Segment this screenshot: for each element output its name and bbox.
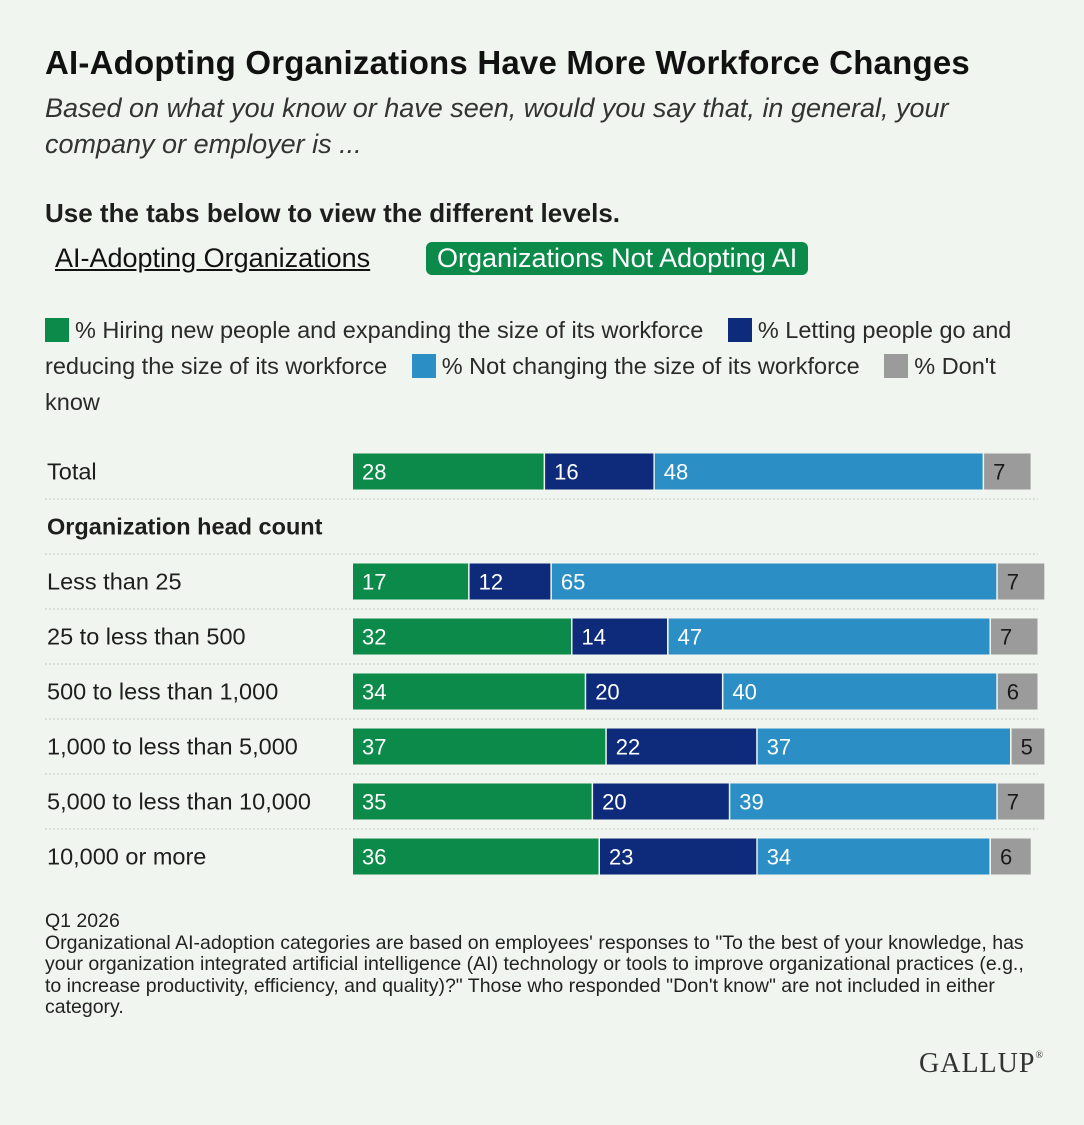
data-label-hiring: 17: [362, 570, 386, 595]
bar-segment-not_changing: [730, 783, 997, 820]
legend-swatch-hiring: [45, 318, 69, 342]
bar-segment-dont_know: [997, 673, 1038, 710]
bar-segment-letting_go: [593, 783, 729, 820]
data-label-dont_know: 7: [993, 460, 1005, 485]
data-label-not_changing: 47: [678, 625, 702, 650]
gallup-logo: GALLUP®: [919, 1048, 1044, 1080]
legend-item-not-changing: % Not changing the size of its workforce: [411, 353, 860, 379]
data-label-letting_go: 14: [582, 625, 606, 650]
row-label: 500 to less than 1,000: [47, 679, 278, 705]
data-label-letting_go: 12: [479, 570, 503, 595]
methodology-note: Organizational AI-adoption categories ar…: [45, 931, 1024, 1018]
data-label-not_changing: 39: [739, 790, 763, 815]
bar-segment-not_changing: [551, 563, 997, 600]
legend-item-letting-go: % Letting people go and reducing the siz…: [45, 317, 1011, 379]
legend-item-hiring: % Hiring new people and expanding the si…: [45, 317, 703, 343]
legend-label-dont-know: % Don't know: [45, 353, 996, 415]
chart-subtitle: Based on what you know or have seen, wou…: [45, 93, 949, 159]
legend-swatch-dont-know: [884, 354, 909, 378]
footnotes: Q1 2026 Organizational AI-adoption categ…: [45, 910, 1035, 1019]
data-label-dont_know: 6: [1007, 680, 1019, 705]
bar-segment-not_changing: [757, 728, 1010, 765]
data-label-dont_know: 5: [1021, 735, 1033, 760]
stacked-bar-chart: Total 28 16 48 7 Organization head count Less …: [45, 453, 1045, 875]
data-label-hiring: 32: [362, 625, 386, 650]
legend-label-not-changing: % Not changing the size of its workforce: [441, 353, 860, 379]
data-label-hiring: 37: [362, 735, 386, 760]
bar-segment-not_changing: [723, 673, 997, 710]
data-label-letting_go: 23: [609, 845, 633, 870]
bar-segment-hiring: [353, 618, 571, 655]
legend-label-hiring: % Hiring new people and expanding the si…: [75, 317, 704, 343]
group-label: Organization head count: [47, 514, 323, 540]
bar-segment-hiring: [353, 838, 599, 875]
legend: % Hiring new people and expanding the si…: [45, 312, 1040, 420]
bar-segment-not_changing: [654, 453, 983, 490]
bar-segment-letting_go: [606, 728, 757, 765]
bar-segment-dont_know: [997, 783, 1045, 820]
data-label-hiring: 35: [362, 790, 386, 815]
data-label-letting_go: 20: [602, 790, 626, 815]
tab-ai-adopting[interactable]: AI-Adopting Organizations: [55, 243, 371, 273]
data-label-hiring: 34: [362, 680, 386, 705]
legend-swatch-not-changing: [411, 354, 436, 378]
bar-segment-dont_know: [984, 453, 1031, 490]
bar-segment-letting_go: [545, 453, 654, 490]
bar-segment-dont_know: [997, 563, 1045, 600]
row-label: 1,000 to less than 5,000: [47, 734, 298, 760]
bar-segment-hiring: [353, 453, 544, 490]
bar-segment-letting_go: [586, 673, 722, 710]
bar-segment-letting_go: [469, 563, 551, 600]
survey-period: Q1 2026: [45, 910, 120, 932]
data-label-letting_go: 16: [554, 460, 578, 485]
bar-segment-hiring: [353, 783, 592, 820]
legend-label-letting-go: % Letting people go and reducing the siz…: [45, 317, 1012, 379]
data-label-not_changing: 34: [767, 845, 791, 870]
data-label-not_changing: 65: [561, 570, 585, 595]
data-label-not_changing: 40: [732, 680, 756, 705]
row-label: Total: [47, 459, 97, 485]
bar-segment-hiring: [353, 563, 469, 600]
tab-not-adopting[interactable]: Organizations Not Adopting AI: [426, 242, 809, 275]
row-label: 25 to less than 500: [47, 624, 246, 650]
data-label-not_changing: 48: [664, 460, 688, 485]
row-label: 5,000 to less than 10,000: [47, 789, 311, 815]
data-label-hiring: 36: [362, 845, 386, 870]
data-label-dont_know: 6: [1000, 845, 1012, 870]
row-label: Less than 25: [47, 569, 182, 595]
data-label-dont_know: 7: [1000, 625, 1012, 650]
chart-title: AI-Adopting Organizations Have More Work…: [45, 44, 970, 81]
data-label-dont_know: 7: [1007, 790, 1019, 815]
data-label-hiring: 28: [362, 460, 386, 485]
bar-segment-dont_know: [991, 618, 1038, 655]
bar-segment-hiring: [353, 673, 585, 710]
bar-segment-hiring: [353, 728, 606, 765]
legend-item-dont-know: % Don't know: [45, 353, 996, 415]
data-label-dont_know: 7: [1007, 570, 1019, 595]
bar-segment-not_changing: [757, 838, 990, 875]
data-label-letting_go: 22: [616, 735, 640, 760]
data-label-letting_go: 20: [595, 680, 619, 705]
registered-mark: ®: [1035, 1050, 1045, 1061]
tabs-instruction: Use the tabs below to view the different…: [45, 198, 621, 228]
row-label: 10,000 or more: [47, 844, 206, 870]
logo-text: GALLUP: [919, 1048, 1036, 1079]
bar-segment-dont_know: [991, 838, 1031, 875]
bar-segment-letting_go: [572, 618, 667, 655]
bar-segment-dont_know: [1011, 728, 1045, 765]
legend-swatch-letting-go: [727, 318, 752, 342]
bar-segment-letting_go: [600, 838, 757, 875]
bar-segment-not_changing: [668, 618, 990, 655]
data-label-not_changing: 37: [767, 735, 791, 760]
